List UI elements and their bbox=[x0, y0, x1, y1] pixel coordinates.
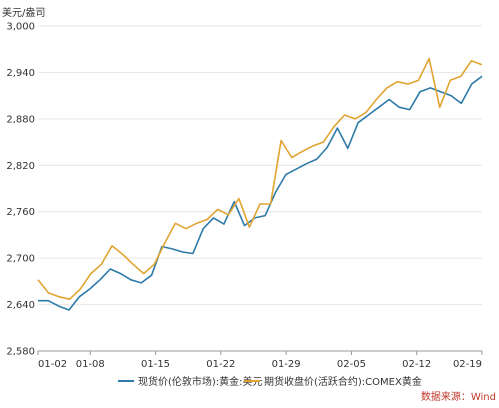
legend-label-spot: 现货价(伦敦市场):黄金:美元 bbox=[138, 375, 263, 388]
y-tick-label: 2,820 bbox=[6, 161, 35, 172]
y-tick-label: 2,580 bbox=[6, 347, 35, 358]
unit-label: 美元/盎司 bbox=[2, 6, 45, 19]
grid-lines bbox=[38, 25, 482, 352]
y-axis-ticks: 2,580 2,640 2,700 2,760 2,820 2,880 2,940 3,000 bbox=[6, 22, 35, 358]
series-line-futures bbox=[37, 57, 483, 301]
x-tick-label: 01-08 bbox=[76, 359, 105, 370]
x-tick-label: 01-15 bbox=[141, 359, 170, 370]
y-tick-label: 2,760 bbox=[6, 207, 35, 218]
series-line-spot bbox=[38, 75, 483, 311]
x-tick-label: 02-12 bbox=[402, 359, 431, 370]
y-tick-label: 2,940 bbox=[6, 68, 35, 79]
y-tick-label: 2,700 bbox=[6, 254, 35, 265]
x-tick-label: 02-05 bbox=[337, 359, 366, 370]
x-axis-ticks: 01-02 01-08 01-15 01-22 01-29 02-05 02-12 02-19 bbox=[37, 351, 483, 370]
x-tick-label: 01-22 bbox=[206, 359, 235, 370]
x-tick-label: 01-29 bbox=[272, 359, 301, 370]
y-tick-label: 3,000 bbox=[6, 22, 35, 33]
data-source: 数据来源：Wind bbox=[421, 390, 496, 403]
y-tick-label: 2,640 bbox=[6, 300, 35, 311]
y-tick-label: 2,880 bbox=[6, 114, 35, 125]
x-tick-label: 02-19 bbox=[453, 359, 482, 370]
series-lines bbox=[37, 57, 483, 311]
legend: 现货价(伦敦市场):黄金:美元 期货收盘价(活跃合约):COMEX黄金 bbox=[118, 375, 422, 388]
legend-label-futures: 期货收盘价(活跃合约):COMEX黄金 bbox=[264, 375, 422, 388]
x-tick-label: 01-02 bbox=[38, 359, 67, 370]
